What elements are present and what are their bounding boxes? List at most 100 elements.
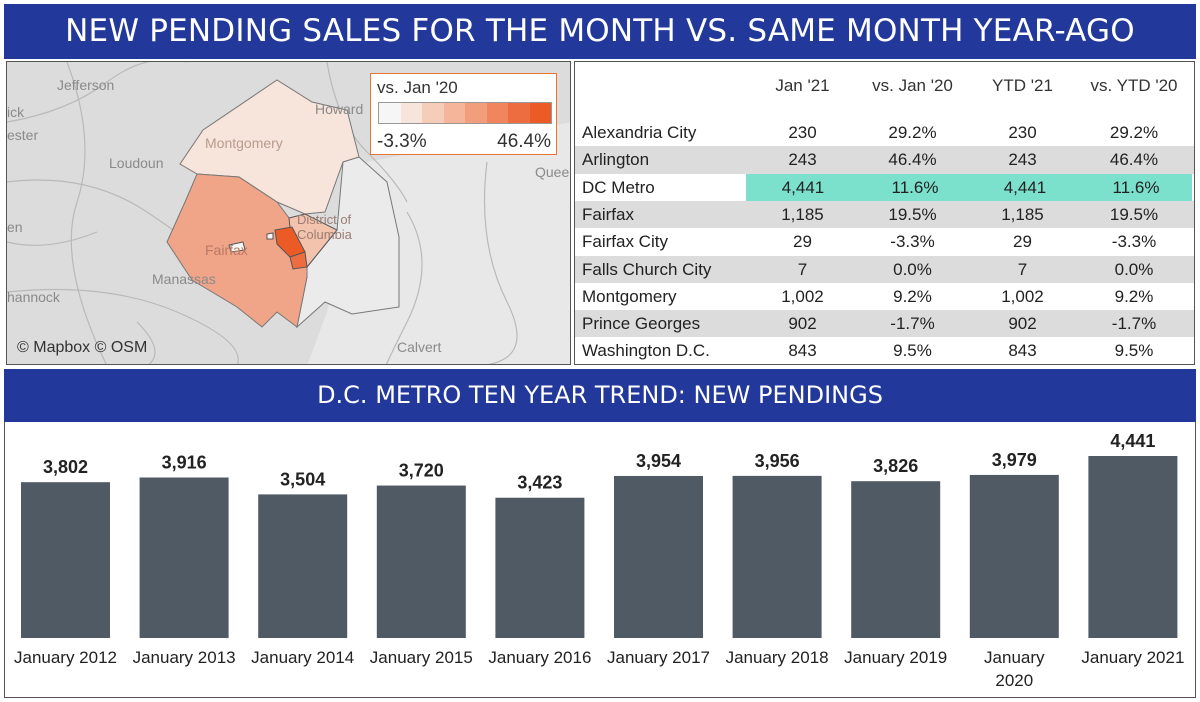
cell-ytd21: 902 [1008,314,1037,334]
place-label-wick: ick [7,104,25,120]
cell-jan21: 4,441 [746,173,860,201]
bar-value-label: 3,720 [399,461,444,481]
table-row[interactable]: Washington D.C. 843 9.5% 843 9.5% [575,337,1194,364]
x-tick-label: January 2014 [251,648,354,667]
cell-vs-ytd20: 0.0% [1114,259,1154,279]
table-row[interactable]: Fairfax 1,185 19.5% 1,185 19.5% [575,200,1194,229]
cell-vs-jan20: 0.0% [893,259,932,279]
cell-jan21: 243 [788,150,817,170]
bar-value-label: 3,802 [43,457,88,477]
place-label-howard: Howard [315,101,363,117]
legend-swatch [422,103,444,123]
bar[interactable] [21,482,110,638]
county-fairfax-city[interactable] [228,241,246,253]
place-label-calvert: Calvert [397,339,441,355]
place-label-manassas: Manassas [152,271,216,287]
cell-name: Washington D.C. [582,341,710,361]
legend-swatch [529,103,551,123]
table-row[interactable]: Montgomery 1,002 9.2% 1,002 9.2% [575,283,1194,310]
bar[interactable] [732,475,822,638]
legend-title: vs. Jan '20 [377,78,458,97]
table-row[interactable]: Arlington 243 46.4% 243 46.4% [575,146,1194,174]
x-tick-label: January 2012 [14,648,117,667]
table-row[interactable]: Prince Georges 902 -1.7% 902 -1.7% [575,310,1194,338]
bar[interactable] [1088,456,1178,638]
cell-name: Falls Church City [582,259,712,279]
place-label-hannock: hannock [7,289,61,305]
bar[interactable] [495,497,585,638]
cell-vs-ytd20: 19.5% [1109,204,1159,224]
cell-name: Arlington [582,150,650,170]
x-tick-label: January [984,648,1045,667]
cell-jan21: 1,002 [781,286,824,306]
bar-value-label: 3,956 [755,451,800,471]
cell-ytd21: 230 [1008,123,1037,142]
header-vs-jan20: vs. Jan '20 [872,76,953,95]
cell-name: Prince Georges [582,314,701,334]
bar-value-label: 3,916 [162,453,207,473]
bar-chart-canvas: 3,802 January 2012 3,916 January 2013 3,504 J… [14,431,1184,690]
cell-vs-ytd20: 11.6% [1080,173,1192,201]
legend-swatch [379,103,401,123]
place-label-ester: ester [7,127,38,143]
cell-vs-ytd20: 29.2% [1109,123,1159,142]
bar-value-label: 3,826 [873,456,918,476]
bar-value-label: 3,423 [517,473,562,493]
x-tick-label: 2020 [995,671,1033,690]
cell-ytd21: 7 [1017,259,1028,279]
table-row[interactable]: Fairfax City 29 -3.3% 29 -3.3% [575,228,1194,255]
cell-ytd21: 843 [1008,341,1037,361]
county-falls-church-city[interactable] [266,232,274,240]
cell-ytd21: 1,185 [1001,204,1044,224]
trend-title: D.C. METRO TEN YEAR TREND: NEW PENDINGS [4,369,1196,422]
bar[interactable] [376,485,466,638]
cell-name: Fairfax [582,204,634,224]
bar[interactable] [258,494,348,638]
place-label-columbia: Columbia [297,227,353,242]
cell-ytd21: 1,002 [1001,286,1044,306]
county-alexandria-city[interactable] [289,251,308,270]
bar-value-label: 3,954 [636,451,681,471]
cell-jan21: 230 [788,123,817,142]
bar[interactable] [851,481,941,638]
cell-vs-jan20: 46.4% [888,150,937,170]
table-row[interactable]: Falls Church City 7 0.0% 7 0.0% [575,255,1194,283]
place-label-fairfax: Fairfax [205,242,248,258]
table-row[interactable]: Alexandria City 230 29.2% 230 29.2% [575,119,1194,146]
place-label-loudoun: Loudoun [109,155,164,171]
cell-jan21: 1,185 [781,204,824,224]
place-label-en: en [7,219,23,235]
place-label-jefferson: Jefferson [57,77,114,93]
bar-value-label: 4,441 [1110,431,1155,451]
map-attribution[interactable]: © Mapbox © OSM [17,339,148,356]
cell-jan21: 902 [788,314,817,334]
cell-vs-jan20: 19.5% [888,204,937,224]
cell-jan21: 7 [797,259,808,279]
cell-jan21: 843 [788,341,817,361]
choropleth-map[interactable]: Jefferson ick ester Howard Loudoun Montg… [6,61,571,365]
place-label-montgomery: Montgomery [205,135,283,151]
cell-vs-ytd20: -1.7% [1111,314,1157,334]
legend-max-label: 46.4% [497,131,551,152]
dashboard-title: NEW PENDING SALES FOR THE MONTH VS. SAME… [4,4,1196,59]
bar[interactable] [139,477,229,638]
bar[interactable] [969,474,1059,638]
place-label-queen: Quee [535,164,569,180]
cell-ytd21: 243 [1008,150,1037,170]
cell-vs-ytd20: -3.3% [1111,232,1157,252]
cell-vs-ytd20: 46.4% [1109,150,1159,170]
legend-swatch [508,103,530,123]
x-tick-label: January 2019 [844,648,947,667]
header-ytd21: YTD '21 [992,76,1053,95]
legend-swatch [465,103,487,123]
cell-vs-jan20: 29.2% [888,123,937,142]
x-tick-label: January 2016 [488,648,591,667]
x-tick-label: January 2015 [370,648,473,667]
legend-swatch [443,103,465,123]
table-row[interactable]: DC Metro 4,441 11.6% 4,441 11.6% [575,173,1194,201]
header-vs-ytd20: vs. YTD '20 [1090,76,1178,95]
bar[interactable] [614,475,703,638]
cell-name: Montgomery [582,286,677,306]
x-tick-label: January 2021 [1081,648,1184,667]
cell-vs-jan20: 9.2% [893,286,932,306]
